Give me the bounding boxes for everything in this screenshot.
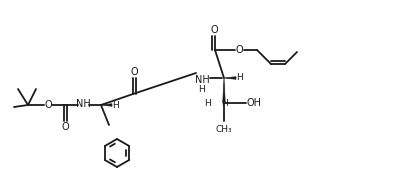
Text: NH: NH: [75, 99, 90, 109]
Text: O: O: [210, 25, 217, 35]
Text: OH: OH: [246, 98, 261, 108]
Text: O: O: [130, 67, 137, 77]
Text: H: H: [221, 99, 228, 108]
Text: H: H: [204, 98, 211, 108]
Text: H: H: [236, 74, 243, 83]
Text: H: H: [112, 101, 119, 109]
Polygon shape: [101, 104, 112, 106]
Text: O: O: [44, 100, 52, 110]
Text: CH₃: CH₃: [215, 125, 232, 133]
Text: NH: NH: [194, 75, 209, 85]
Polygon shape: [222, 78, 225, 103]
Text: H: H: [198, 84, 205, 94]
Polygon shape: [224, 77, 235, 79]
Text: O: O: [234, 45, 242, 55]
Text: O: O: [61, 122, 68, 132]
